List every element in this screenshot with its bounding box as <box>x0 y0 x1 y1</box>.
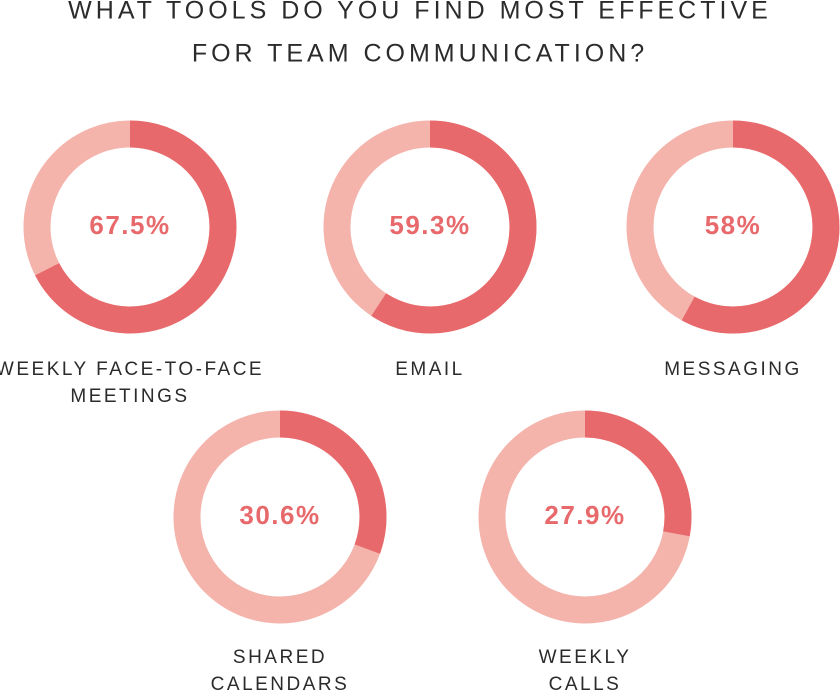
donut-segment <box>584 410 692 537</box>
chart-title: FOR TEAM COMMUNICATION? <box>192 40 648 68</box>
donut-label: SHARED <box>233 647 327 668</box>
value-label: 30.6% <box>239 500 320 530</box>
donut-label: MESSAGING <box>664 359 802 380</box>
value-label: 58% <box>705 210 762 240</box>
donut-label: MEETINGS <box>70 386 189 407</box>
value-label: 67.5% <box>89 210 170 240</box>
value-label: 59.3% <box>389 210 470 240</box>
donut-label: EMAIL <box>395 359 465 380</box>
donut-segment <box>681 120 840 334</box>
donut-label: CALLS <box>549 674 622 694</box>
value-label: 27.9% <box>544 500 625 530</box>
donut-label: WEEKLY FACE-TO-FACE <box>0 359 264 380</box>
donut-segment <box>371 120 537 334</box>
chart-title: WHAT TOOLS DO YOU FIND MOST EFFECTIVE <box>68 0 772 25</box>
donut-label: WEEKLY <box>539 647 632 668</box>
donut-segment <box>35 120 237 334</box>
donut-label: CALENDARS <box>211 674 350 694</box>
donut-segment <box>279 410 387 554</box>
